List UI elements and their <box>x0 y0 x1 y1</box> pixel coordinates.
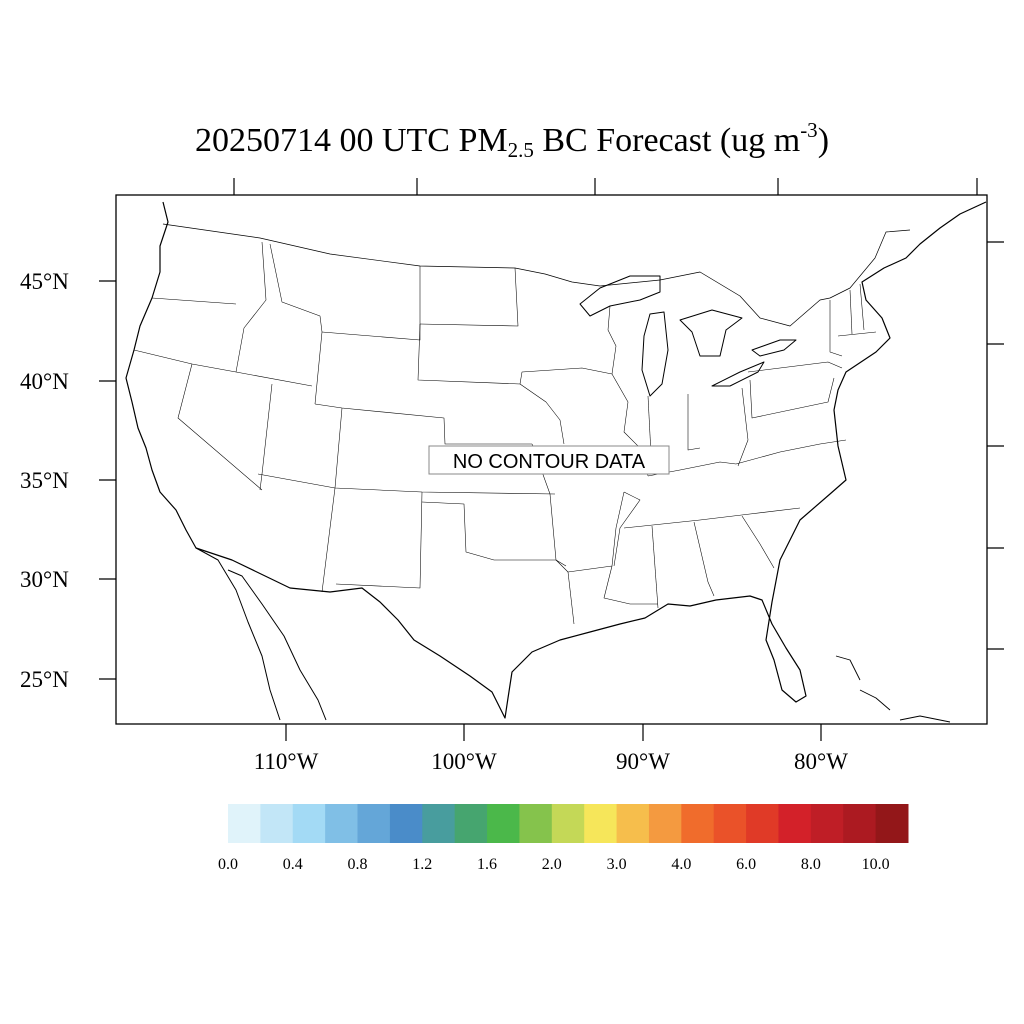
bottom-ticks <box>285 724 822 741</box>
colorbar-label: 1.2 <box>412 856 432 873</box>
colorbar-swatch <box>228 804 261 843</box>
colorbar-swatch <box>454 804 488 843</box>
no-data-message: NO CONTOUR DATA <box>453 451 646 473</box>
colorbar-swatch <box>713 804 747 843</box>
lon-label-80w: 80°W <box>794 749 848 774</box>
lon-label-90w: 90°W <box>616 749 670 774</box>
colorbar-label: 3.0 <box>607 856 627 873</box>
map-title: 20250714 00 UTC PM2.5 BC Forecast (ug m-… <box>194 118 830 162</box>
lat-label-45: 45°N <box>20 269 69 294</box>
colorbar-swatch <box>357 804 391 843</box>
colorbar-swatch <box>422 804 456 843</box>
canada-border <box>162 223 911 327</box>
lat-label-25: 25°N <box>20 667 69 692</box>
colorbar-label: 1.6 <box>477 856 497 873</box>
colorbar-label: 4.0 <box>671 856 691 873</box>
colorbar-label: 10.0 <box>862 856 890 873</box>
colorbar-swatch <box>746 804 779 843</box>
colorbar-swatch <box>551 804 585 843</box>
colorbar-swatch <box>648 804 682 843</box>
colorbar-swatch <box>519 804 553 843</box>
us-coastline <box>125 201 987 719</box>
colorbar-swatch <box>681 804 715 843</box>
colorbar-swatch <box>778 804 812 843</box>
colorbar-label: 0.0 <box>218 856 238 873</box>
no-data-box <box>428 445 670 475</box>
lake-huron <box>679 309 743 357</box>
colorbar-label: 6.0 <box>736 856 756 873</box>
lat-label-35: 35°N <box>20 468 69 493</box>
top-ticks <box>233 178 978 195</box>
colorbar-swatch <box>487 804 520 843</box>
colorbar-swatch <box>325 804 359 843</box>
colorbar-swatch <box>584 804 618 843</box>
islands <box>835 655 951 723</box>
mexico-coast <box>195 547 281 721</box>
map-frame <box>115 194 988 725</box>
lon-label-100w: 100°W <box>431 749 497 774</box>
colorbar-swatch <box>810 804 844 843</box>
left-ticks <box>99 280 116 680</box>
colorbar-label: 0.8 <box>348 856 368 873</box>
gulf-of-california <box>227 569 327 721</box>
lake-erie <box>711 361 765 387</box>
colorbar: 0.0 0.4 0.8 1.2 1.6 2.0 3.0 4.0 6.0 8.0 10.0 <box>218 804 909 873</box>
lake-superior <box>579 275 661 317</box>
colorbar-swatch <box>389 804 423 843</box>
colorbar-label: 8.0 <box>801 856 821 873</box>
lat-label-30: 30°N <box>20 567 69 592</box>
lat-label-40: 40°N <box>20 369 69 394</box>
colorbar-swatch <box>260 804 294 843</box>
colorbar-swatch <box>875 804 909 843</box>
colorbar-label: 0.4 <box>283 856 303 873</box>
colorbar-swatch <box>843 804 877 843</box>
right-ticks <box>987 241 1004 650</box>
colorbar-swatch <box>292 804 326 843</box>
colorbar-swatch <box>616 804 650 843</box>
lake-ontario <box>751 339 797 357</box>
lake-michigan <box>641 311 669 397</box>
colorbar-label: 2.0 <box>542 856 562 873</box>
lon-label-110w: 110°W <box>254 749 319 774</box>
